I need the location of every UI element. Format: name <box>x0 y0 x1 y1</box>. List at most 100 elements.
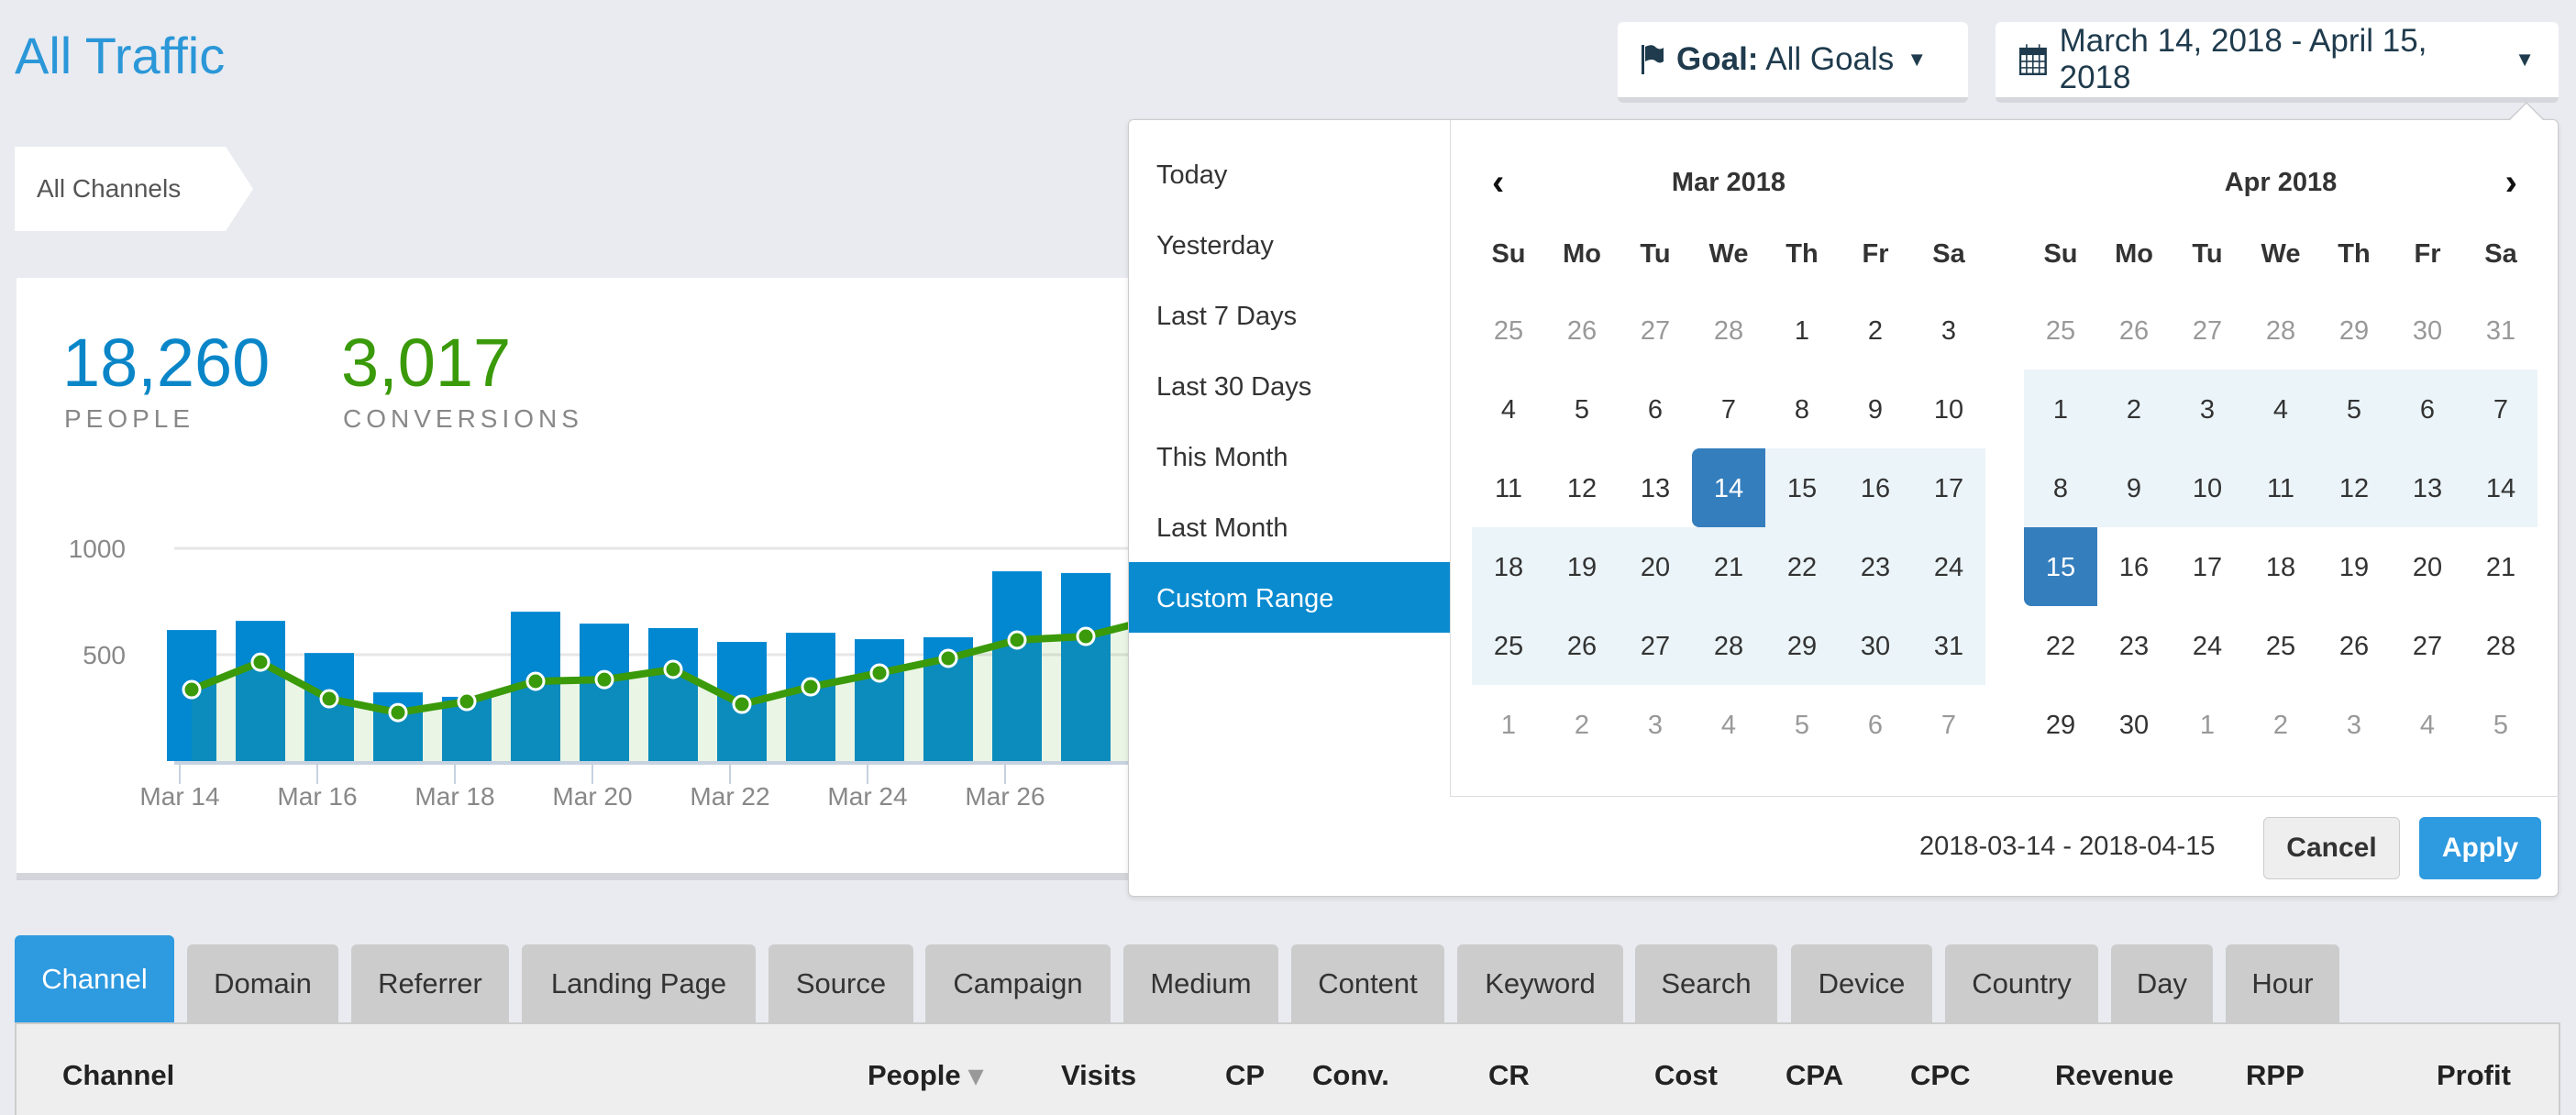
column-header[interactable]: People ▾ <box>868 1059 983 1092</box>
calendar-day[interactable]: 9 <box>1867 395 1884 425</box>
breadcrumb-all-channels[interactable]: All Channels <box>15 147 253 231</box>
calendar-day[interactable]: 24 <box>1912 527 1985 606</box>
calendar-day[interactable]: 30 <box>1839 606 1912 685</box>
calendar-day[interactable]: 21 <box>1692 527 1765 606</box>
calendar-day[interactable]: 14 <box>2464 448 2537 527</box>
calendar-day[interactable]: 3 <box>2346 711 2362 740</box>
calendar-day[interactable]: 15 <box>1765 448 1839 527</box>
calendar-day[interactable]: 5 <box>1794 711 1810 740</box>
calendar-day[interactable]: 8 <box>1794 395 1810 425</box>
calendar-day[interactable]: 29 <box>2045 711 2076 740</box>
calendar-day[interactable]: 23 <box>1839 527 1912 606</box>
tab-country[interactable]: Country <box>1945 944 2098 1023</box>
calendar-day[interactable]: 11 <box>1494 474 1523 503</box>
calendar-day[interactable]: 4 <box>2419 711 2436 740</box>
calendar-day[interactable]: 2 <box>2097 370 2171 448</box>
column-header[interactable]: Cost <box>1654 1059 1718 1092</box>
calendar-day[interactable]: 20 <box>2412 553 2443 582</box>
cancel-button[interactable]: Cancel <box>2263 817 2400 879</box>
calendar-day[interactable]: 2 <box>1867 316 1884 346</box>
column-header[interactable]: Channel <box>62 1059 174 1092</box>
calendar-day[interactable]: 26 <box>2338 632 2370 661</box>
calendar-day[interactable]: 10 <box>1933 395 1964 425</box>
calendar-day[interactable]: 25 <box>2265 632 2296 661</box>
column-header[interactable]: Visits <box>1061 1059 1136 1092</box>
calendar-day[interactable]: 19 <box>1545 527 1619 606</box>
calendar-day[interactable]: 29 <box>2338 316 2370 346</box>
tab-content[interactable]: Content <box>1291 944 1444 1023</box>
column-header[interactable]: Conv. <box>1312 1059 1389 1092</box>
calendar-day[interactable]: 28 <box>2265 316 2296 346</box>
calendar-day[interactable]: 25 <box>2045 316 2076 346</box>
calendar-day[interactable]: 1 <box>2024 370 2097 448</box>
calendar-day[interactable]: 3 <box>2171 370 2244 448</box>
column-header[interactable]: Revenue <box>2055 1059 2173 1092</box>
calendar-day[interactable]: 1 <box>2199 711 2216 740</box>
calendar-day[interactable]: 3 <box>1940 316 1957 346</box>
calendar-day[interactable]: 30 <box>2118 711 2150 740</box>
calendar-day[interactable]: 28 <box>2485 632 2516 661</box>
calendar-day[interactable]: 7 <box>1720 395 1737 425</box>
calendar-day[interactable]: 6 <box>2391 370 2464 448</box>
calendar-day[interactable]: 18 <box>2265 553 2296 582</box>
calendar-day[interactable]: 4 <box>2244 370 2317 448</box>
prev-month-icon[interactable]: ‹ <box>1492 162 1505 203</box>
calendar-day[interactable]: 6 <box>1647 395 1664 425</box>
tab-medium[interactable]: Medium <box>1123 944 1278 1023</box>
calendar-day[interactable]: 27 <box>1640 316 1671 346</box>
tab-keyword[interactable]: Keyword <box>1457 944 1623 1023</box>
calendar-day[interactable]: 3 <box>1647 711 1664 740</box>
tab-channel[interactable]: Channel <box>15 935 174 1023</box>
calendar-day[interactable]: 22 <box>2045 632 2076 661</box>
next-month-icon[interactable]: › <box>2504 162 2517 203</box>
calendar-day[interactable]: 31 <box>2485 316 2516 346</box>
calendar-day[interactable]: 12 <box>1566 474 1598 503</box>
calendar-day[interactable]: 29 <box>1765 606 1839 685</box>
calendar-day[interactable]: 6 <box>1867 711 1884 740</box>
calendar-day[interactable]: 9 <box>2097 448 2171 527</box>
calendar-day[interactable]: 4 <box>1500 395 1517 425</box>
calendar-day[interactable]: 1 <box>1500 711 1517 740</box>
calendar-day[interactable]: 10 <box>2171 448 2244 527</box>
calendar-day[interactable]: 26 <box>2118 316 2150 346</box>
tab-hour[interactable]: Hour <box>2226 944 2339 1023</box>
calendar-day[interactable]: 1 <box>1794 316 1810 346</box>
column-header[interactable]: CP <box>1225 1059 1265 1092</box>
calendar-day[interactable]: 25 <box>1493 316 1524 346</box>
tab-referrer[interactable]: Referrer <box>351 944 509 1023</box>
calendar-day[interactable]: 14 <box>1692 448 1765 527</box>
calendar-day[interactable]: 17 <box>1912 448 1985 527</box>
apply-button[interactable]: Apply <box>2419 817 2541 879</box>
calendar-day[interactable]: 20 <box>1619 527 1692 606</box>
tab-source[interactable]: Source <box>768 944 913 1023</box>
calendar-day[interactable]: 2 <box>2272 711 2289 740</box>
column-header[interactable]: CR <box>1488 1059 1530 1092</box>
calendar-day[interactable]: 27 <box>1619 606 1692 685</box>
calendar-day[interactable]: 26 <box>1545 606 1619 685</box>
calendar-day[interactable]: 28 <box>1692 606 1765 685</box>
column-header[interactable]: CPA <box>1786 1059 1843 1092</box>
range-option[interactable]: Last 7 Days <box>1156 302 1298 331</box>
calendar-day[interactable]: 16 <box>2118 553 2150 582</box>
calendar-day[interactable]: 28 <box>1713 316 1744 346</box>
range-option[interactable]: Last Month <box>1156 513 1288 543</box>
calendar-day[interactable]: 24 <box>2192 632 2223 661</box>
range-option[interactable]: Last 30 Days <box>1156 372 1312 402</box>
tab-campaign[interactable]: Campaign <box>925 944 1111 1023</box>
calendar-day[interactable]: 25 <box>1472 606 1545 685</box>
calendar-day[interactable]: 11 <box>2244 448 2317 527</box>
calendar-day[interactable]: 5 <box>1574 395 1590 425</box>
calendar-day[interactable]: 27 <box>2192 316 2223 346</box>
tab-search[interactable]: Search <box>1635 944 1777 1023</box>
calendar-day[interactable]: 5 <box>2317 370 2391 448</box>
calendar-day[interactable]: 5 <box>2493 711 2509 740</box>
calendar-day[interactable]: 23 <box>2118 632 2150 661</box>
column-header[interactable]: Profit <box>2437 1059 2511 1092</box>
tab-device[interactable]: Device <box>1791 944 1932 1023</box>
tab-domain[interactable]: Domain <box>187 944 338 1023</box>
calendar-day[interactable]: 22 <box>1765 527 1839 606</box>
calendar-day[interactable]: 7 <box>1940 711 1957 740</box>
calendar-day[interactable]: 2 <box>1574 711 1590 740</box>
calendar-day[interactable]: 18 <box>1472 527 1545 606</box>
calendar-day[interactable]: 13 <box>2391 448 2464 527</box>
